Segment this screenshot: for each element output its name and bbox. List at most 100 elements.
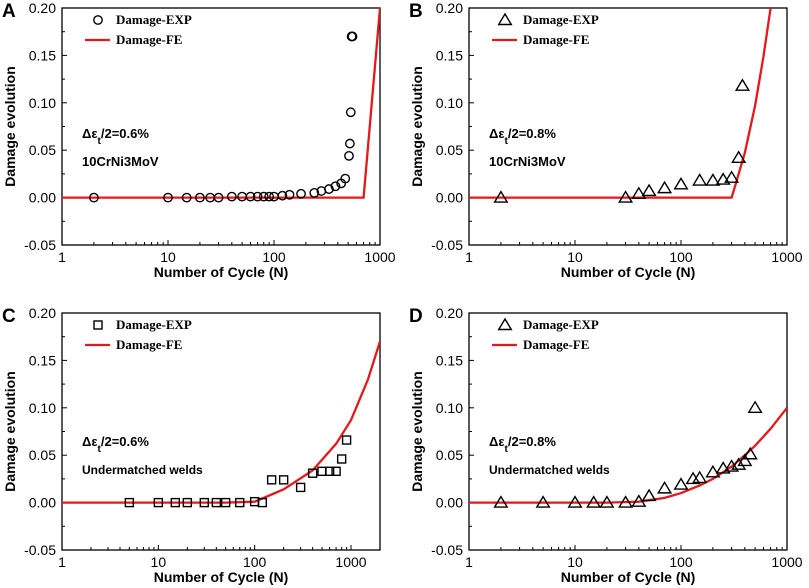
damage-exp-point	[296, 188, 306, 199]
y-tick-label: -0.05	[24, 542, 56, 558]
y-tick-label: 0.05	[436, 142, 463, 158]
damage-exp-point	[692, 470, 708, 484]
damage-exp-point	[631, 186, 647, 200]
y-axis-label: Damage evolution	[2, 371, 18, 492]
y-tick-label: 0.10	[436, 400, 463, 416]
damage-exp-point	[220, 497, 231, 508]
damage-exp-point	[618, 495, 634, 508]
damage-exp-point	[181, 192, 192, 203]
legend: Damage-EXP Damage-FE	[492, 12, 599, 47]
panel-label: B	[409, 1, 423, 22]
damage-exp-point	[295, 482, 306, 493]
y-tick-label: 0.15	[29, 352, 56, 368]
y-tick-label: 0.05	[436, 447, 463, 463]
damage-exp-point	[89, 192, 99, 203]
damage-exp-point	[257, 497, 267, 508]
legend-marker-exp	[93, 15, 103, 25]
damage-exp-point	[124, 497, 135, 508]
y-tick-label: 0.20	[29, 305, 56, 321]
strain-annotation: Δεt/2=0.6%	[82, 434, 149, 455]
damage-exp-point	[324, 184, 334, 194]
plot-data-area	[62, 8, 380, 199]
y-tick-label: 0.20	[436, 305, 463, 321]
legend: Damage-EXP Damage-FE	[85, 12, 192, 47]
x-tick-label: 10	[567, 554, 583, 570]
y-tick-label: 0.10	[29, 95, 56, 111]
plot-data-area	[469, 8, 772, 199]
y-tick-label: -0.05	[24, 237, 56, 253]
material-annotation: 10CrNi3MoV	[489, 154, 566, 169]
y-tick-label: 0.10	[29, 400, 56, 416]
damage-fe-line	[62, 8, 380, 199]
y-axis-label: Damage evolution	[409, 66, 425, 187]
damage-exp-point	[324, 466, 335, 477]
y-tick-label: 0.00	[436, 495, 463, 511]
damage-exp-point	[211, 497, 222, 508]
damage-exp-point	[599, 495, 615, 508]
damage-fe-line	[469, 8, 772, 199]
damage-exp-point	[344, 150, 354, 161]
damage-fe-line	[469, 407, 787, 504]
damage-exp-point	[199, 497, 209, 508]
damage-exp-point	[309, 187, 320, 198]
x-axis-label: Number of Cycle (N)	[561, 569, 696, 585]
x-tick-label: 1000	[771, 554, 802, 570]
damage-exp-point	[747, 400, 763, 413]
chart-panel-a: -0.05 0.00 0.05 0.10 0.15 0.20 1 10 100 1000 Numbe…	[2, 0, 396, 280]
x-tick-label: 100	[669, 554, 693, 570]
damage-exp-point	[284, 189, 295, 200]
damage-exp-point	[493, 190, 509, 203]
damage-exp-point	[673, 477, 689, 490]
strain-annotation: Δεt/2=0.6%	[82, 126, 149, 147]
strain-annotation: Δεt/2=0.8%	[489, 126, 556, 147]
y-tick-label: 0.10	[436, 95, 463, 111]
damage-exp-point	[170, 497, 180, 508]
damage-exp-point	[705, 464, 721, 478]
damage-exp-point	[307, 468, 318, 478]
damage-exp-point	[258, 191, 269, 202]
chart-panel-b: -0.05 0.00 0.05 0.10 0.15 0.20 1 10 100 1000 Numbe…	[409, 0, 803, 280]
damage-exp-point	[278, 475, 289, 485]
damage-exp-point	[586, 495, 602, 508]
damage-fe-line	[62, 341, 380, 504]
plot-frame	[61, 312, 381, 551]
damage-exp-point	[724, 170, 740, 183]
damage-exp-point	[182, 497, 193, 508]
x-tick-label: 100	[243, 554, 267, 570]
y-tick-label: 0.20	[436, 0, 463, 16]
legend-label-exp: Damage-EXP	[523, 317, 599, 332]
panel-label: C	[2, 306, 16, 327]
damage-exp-point	[226, 191, 237, 202]
y-tick-label: 0.00	[29, 495, 56, 511]
x-tick-label: 1	[58, 554, 66, 570]
y-axis-label: Damage evolution	[409, 371, 425, 492]
legend-label-fe: Damage-FE	[523, 337, 589, 352]
legend-marker-exp	[497, 317, 513, 331]
damage-exp-point	[493, 495, 509, 508]
damage-exp-point	[153, 497, 164, 508]
damage-exp-point	[742, 446, 758, 460]
damage-exp-point	[235, 497, 245, 508]
y-axis-label: Damage evolution	[2, 66, 18, 187]
damage-exp-point	[692, 173, 708, 186]
x-axis-label: Number of Cycle (N)	[154, 569, 289, 585]
x-axis-label: Number of Cycle (N)	[154, 264, 289, 280]
damage-exp-point	[336, 454, 347, 464]
legend-label-exp: Damage-EXP	[116, 12, 192, 27]
x-tick-label: 10	[151, 554, 167, 570]
y-tick-label: 0.00	[436, 190, 463, 206]
damage-exp-point	[737, 453, 753, 467]
damage-exp-point	[317, 466, 327, 477]
y-tick-label: 0.05	[29, 447, 56, 463]
damage-exp-point	[331, 466, 341, 477]
x-tick-label: 10	[567, 249, 583, 265]
legend-marker-exp	[93, 320, 103, 330]
damage-exp-point	[341, 435, 352, 445]
damage-exp-point	[195, 192, 205, 203]
damage-exp-point	[266, 475, 277, 485]
damage-exp-point	[264, 191, 275, 202]
damage-exp-point	[340, 173, 351, 184]
damage-exp-point	[163, 192, 173, 203]
damage-exp-point	[347, 31, 358, 42]
